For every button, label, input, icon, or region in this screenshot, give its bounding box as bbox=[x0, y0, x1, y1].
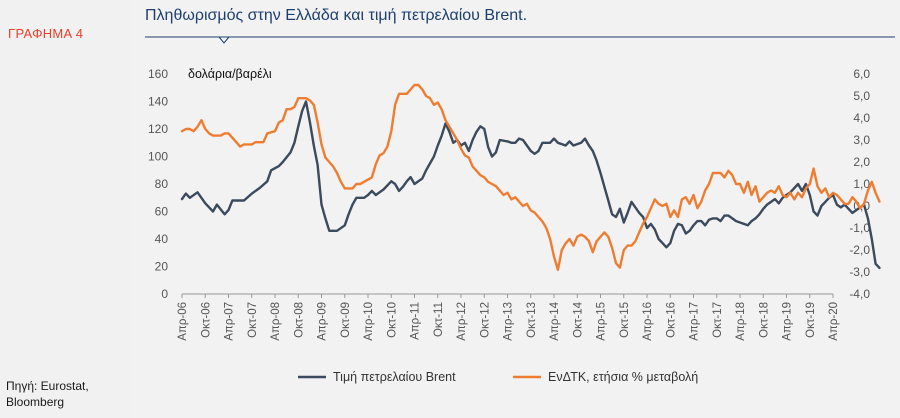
x-tick-label: Απρ-07 bbox=[224, 302, 236, 341]
legend-label-brent: Τιμή πετρελαίου Brent bbox=[333, 370, 456, 384]
left-tick-label: 40 bbox=[155, 232, 169, 246]
x-tick-label: Οκτ-14 bbox=[572, 301, 584, 337]
x-tick-label: Οκτ-12 bbox=[479, 302, 491, 338]
legend-label-hicp: ΕνΔΤΚ, ετήσια % μεταβολή bbox=[548, 370, 698, 384]
x-tick-label: Απρ-14 bbox=[549, 301, 561, 340]
x-tick-label: Απρ-20 bbox=[828, 302, 840, 341]
figure-label: ΓΡΑΦΗΜΑ 4 bbox=[8, 26, 84, 41]
right-tick-label: 1,0 bbox=[853, 177, 870, 191]
title-underline-notch bbox=[218, 36, 230, 44]
brent-price-line bbox=[180, 100, 881, 270]
chart-svg: 020406080100120140160-4,0-3,0-2,0-1,00,0… bbox=[145, 36, 895, 384]
source-line-1: Πηγή: Eurostat, bbox=[6, 379, 89, 393]
x-tick-label: Οκτ-15 bbox=[619, 302, 631, 338]
x-tick-label: Απρ-10 bbox=[363, 302, 375, 341]
source-note: Πηγή: Eurostat, Bloomberg bbox=[6, 378, 126, 410]
x-tick-label: Οκτ-17 bbox=[712, 302, 724, 338]
chart-panel: Πληθωρισμός στην Ελλάδα και τιμή πετρελα… bbox=[130, 0, 900, 418]
x-tick-label: Οκτ-09 bbox=[340, 302, 352, 338]
x-tick-label: Απρ-18 bbox=[735, 302, 747, 341]
left-tick-label: 80 bbox=[155, 177, 169, 191]
x-tick-label: Οκτ-10 bbox=[386, 302, 398, 338]
x-tick-label: Απρ-11 bbox=[410, 302, 422, 340]
right-tick-label: 6,0 bbox=[853, 67, 870, 81]
left-axis-label: δολάρια/βαρέλι bbox=[188, 67, 272, 81]
x-tick-label: Οκτ-07 bbox=[247, 302, 259, 338]
x-tick-label: Οκτ-13 bbox=[526, 302, 538, 338]
right-tick-label: -4,0 bbox=[849, 287, 870, 301]
left-tick-label: 120 bbox=[148, 122, 168, 136]
left-tick-label: 0 bbox=[161, 287, 168, 301]
x-tick-label: Απρ-09 bbox=[317, 302, 329, 341]
x-tick-label: Οκτ-08 bbox=[293, 302, 305, 338]
x-tick-label: Απρ-19 bbox=[782, 302, 794, 341]
left-tick-label: 140 bbox=[148, 95, 168, 109]
x-tick-label: Απρ-15 bbox=[596, 302, 608, 341]
left-tick-label: 160 bbox=[148, 67, 168, 81]
x-tick-label: Απρ-13 bbox=[503, 302, 515, 341]
x-tick-label: Οκτ-19 bbox=[805, 302, 817, 338]
source-line-2: Bloomberg bbox=[6, 395, 65, 409]
x-tick-label: Οκτ-06 bbox=[200, 302, 212, 338]
x-tick-label: Απρ-08 bbox=[270, 302, 282, 341]
right-tick-label: -3,0 bbox=[849, 265, 870, 279]
x-tick-label: Απρ-16 bbox=[642, 302, 654, 341]
sidebar-panel: ΓΡΑΦΗΜΑ 4 Πηγή: Eurostat, Bloomberg bbox=[0, 0, 130, 418]
left-tick-label: 60 bbox=[155, 205, 169, 219]
x-tick-label: Οκτ-18 bbox=[758, 302, 770, 338]
left-tick-label: 20 bbox=[155, 260, 169, 274]
right-tick-label: 3,0 bbox=[853, 133, 870, 147]
legend: Τιμή πετρελαίου Brent ΕνΔΤΚ, ετήσια % με… bbox=[298, 370, 698, 384]
x-tick-label: Απρ-12 bbox=[456, 302, 468, 341]
right-tick-label: -2,0 bbox=[849, 243, 870, 257]
x-tick-label: Οκτ-16 bbox=[665, 302, 677, 338]
hicp-inflation-line bbox=[180, 83, 881, 271]
chart-title: Πληθωρισμός στην Ελλάδα και τιμή πετρελα… bbox=[145, 7, 528, 24]
right-tick-label: -1,0 bbox=[849, 221, 870, 235]
right-tick-label: 4,0 bbox=[853, 111, 870, 125]
x-tick-label: Απρ-06 bbox=[177, 302, 189, 341]
x-tick-label: Οκτ-11 bbox=[433, 302, 445, 337]
right-tick-label: 2,0 bbox=[853, 155, 870, 169]
left-tick-label: 100 bbox=[148, 150, 168, 164]
right-tick-label: 5,0 bbox=[853, 89, 870, 103]
x-tick-label: Απρ-17 bbox=[689, 302, 701, 341]
